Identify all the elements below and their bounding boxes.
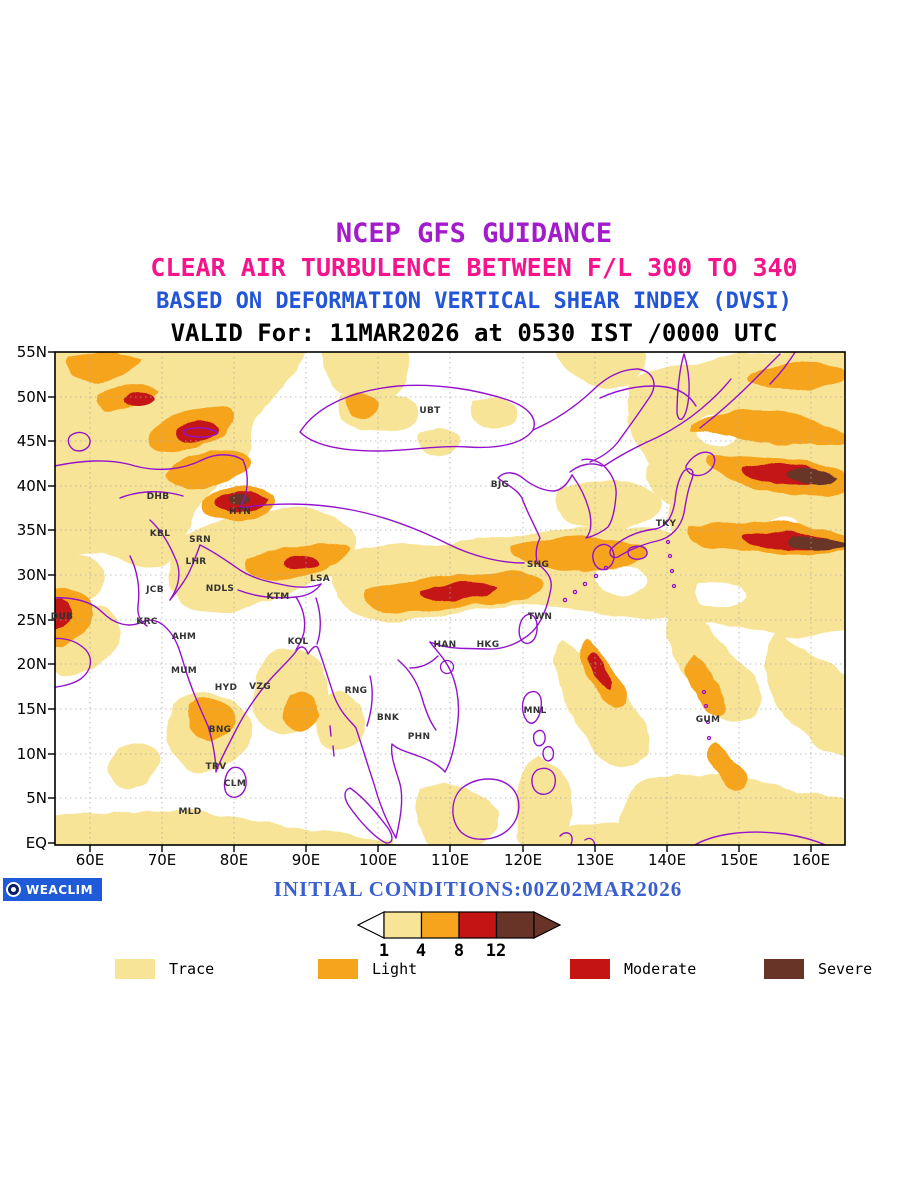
station-label: HTN bbox=[228, 507, 252, 517]
colorbar bbox=[356, 911, 562, 939]
legend-item: Moderate bbox=[570, 959, 696, 979]
severe-shading bbox=[229, 469, 844, 549]
station-label: TRV bbox=[205, 762, 227, 772]
lat-tick-label: EQ bbox=[25, 834, 47, 852]
station-label: KOL bbox=[287, 637, 309, 647]
lat-tick-label: 30N bbox=[16, 566, 47, 584]
station-label: TWN bbox=[527, 612, 553, 622]
lon-tick-label: 90E bbox=[291, 851, 321, 869]
product-subtitle: CLEAR AIR TURBULENCE BETWEEN F/L 300 TO … bbox=[150, 253, 798, 282]
lat-tick-label: 45N bbox=[16, 432, 47, 450]
station-label: VZG bbox=[249, 682, 271, 692]
station-label: SHG bbox=[526, 560, 550, 570]
lon-tick-label: 80E bbox=[219, 851, 249, 869]
lat-tick-label: 10N bbox=[16, 745, 47, 763]
weaclim-logo-text: WEACLIM bbox=[26, 882, 94, 897]
legend-label: Light bbox=[372, 960, 418, 978]
station-label: JCB bbox=[146, 585, 164, 595]
station-label: MUM bbox=[170, 666, 198, 676]
station-label: CLM bbox=[223, 779, 247, 789]
legend-swatch bbox=[764, 959, 804, 979]
legend-label: Severe bbox=[818, 960, 873, 978]
valid-time: VALID For: 11MAR2026 at 0530 IST /0000 U… bbox=[170, 319, 778, 347]
lon-tick-label: 140E bbox=[647, 851, 687, 869]
lon-tick-label: 100E bbox=[358, 851, 398, 869]
lat-tick-label: 5N bbox=[26, 789, 47, 807]
lat-tick-label: 15N bbox=[16, 700, 47, 718]
axis-ticks bbox=[48, 351, 812, 852]
legend-label: Moderate bbox=[624, 960, 697, 978]
station-label: HAN bbox=[433, 640, 457, 650]
colorbar-tick-label: 4 bbox=[415, 941, 427, 961]
station-label: TKY bbox=[655, 519, 677, 529]
weaclim-logo-icon bbox=[6, 882, 21, 897]
legend-swatch bbox=[318, 959, 358, 979]
station-label: DUB bbox=[50, 612, 74, 622]
coastlines-borders bbox=[55, 352, 828, 845]
station-label: BJG bbox=[490, 480, 510, 490]
legend-item: Trace bbox=[115, 959, 214, 979]
lon-tick-label: 120E bbox=[503, 851, 543, 869]
station-label: SRN bbox=[189, 535, 211, 545]
map-plot-area bbox=[55, 352, 845, 845]
station-label: BNG bbox=[208, 725, 232, 735]
legend-label: Trace bbox=[169, 960, 215, 978]
station-label: BNK bbox=[376, 713, 400, 723]
legend-item: Severe bbox=[764, 959, 872, 979]
lon-tick-label: 70E bbox=[147, 851, 177, 869]
station-label: GUM bbox=[695, 715, 721, 725]
index-description: BASED ON DEFORMATION VERTICAL SHEAR INDE… bbox=[156, 289, 792, 314]
lon-tick-label: 130E bbox=[575, 851, 615, 869]
lon-tick-label: 160E bbox=[791, 851, 831, 869]
weaclim-logo: WEACLIM bbox=[3, 878, 103, 901]
station-label: KTM bbox=[266, 592, 290, 602]
lat-tick-label: 40N bbox=[16, 477, 47, 495]
initial-conditions-text: INITIAL CONDITIONS:00Z02MAR2026 bbox=[273, 877, 683, 901]
station-label: MNL bbox=[523, 706, 547, 716]
station-label: KBL bbox=[149, 529, 171, 539]
lon-tick-label: 150E bbox=[719, 851, 759, 869]
lat-tick-label: 20N bbox=[16, 655, 47, 673]
lon-tick-label: 110E bbox=[430, 851, 470, 869]
station-label: RNG bbox=[344, 686, 368, 696]
colorbar-tick-label: 8 bbox=[453, 941, 465, 961]
legend-item: Light bbox=[318, 959, 417, 979]
lat-tick-label: 35N bbox=[16, 521, 47, 539]
station-label: AHM bbox=[171, 632, 197, 642]
station-label: KRC bbox=[136, 617, 158, 627]
station-label: PHN bbox=[407, 732, 431, 742]
lat-tick-label: 25N bbox=[16, 611, 47, 629]
lat-tick-label: 55N bbox=[16, 343, 47, 361]
station-label: LSA bbox=[309, 574, 331, 584]
station-label: LHR bbox=[185, 557, 207, 567]
legend-swatch bbox=[115, 959, 155, 979]
lon-tick-label: 60E bbox=[75, 851, 105, 869]
station-label: HKG bbox=[476, 640, 500, 650]
station-label: HYD bbox=[214, 683, 238, 693]
station-label: UBT bbox=[419, 406, 441, 416]
colorbar-tick-label: 12 bbox=[485, 941, 507, 961]
station-label: MLD bbox=[178, 807, 202, 817]
lat-tick-label: 50N bbox=[16, 388, 47, 406]
station-label: NDLS bbox=[205, 584, 235, 594]
legend-swatch bbox=[570, 959, 610, 979]
colorbar-tick-label: 1 bbox=[378, 941, 390, 961]
product-title: NCEP GFS GUIDANCE bbox=[335, 218, 613, 249]
station-label: DHB bbox=[146, 492, 170, 502]
